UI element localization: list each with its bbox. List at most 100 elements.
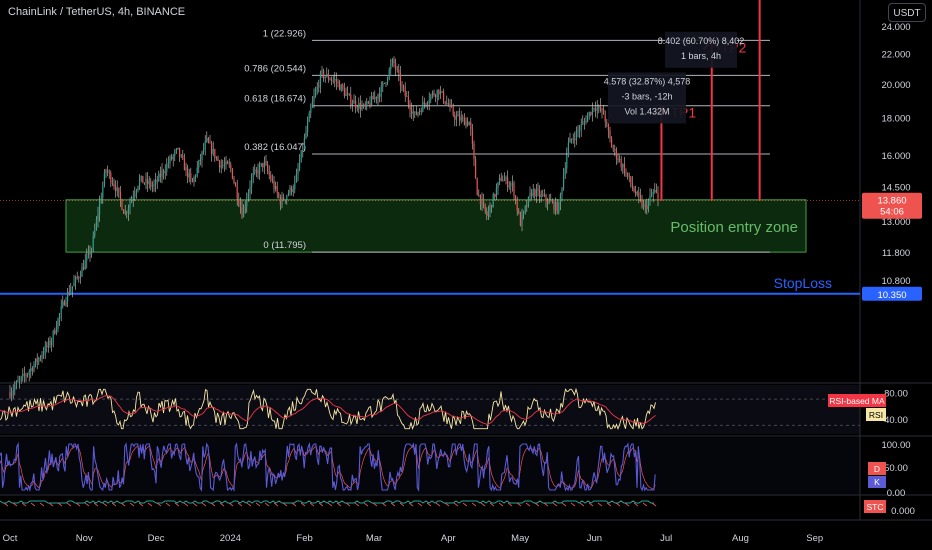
candle[interactable] — [356, 104, 358, 112]
candle[interactable] — [230, 161, 232, 173]
candle[interactable] — [156, 175, 158, 189]
candle[interactable] — [119, 186, 121, 208]
candle[interactable] — [355, 95, 357, 114]
candle[interactable] — [503, 172, 505, 182]
candle[interactable] — [327, 69, 329, 83]
candle[interactable] — [175, 148, 177, 154]
candle[interactable] — [430, 93, 432, 104]
candle[interactable] — [159, 166, 161, 183]
candle[interactable] — [543, 189, 545, 198]
candle[interactable] — [606, 118, 608, 128]
candle[interactable] — [203, 143, 205, 155]
candle[interactable] — [423, 97, 425, 109]
candle[interactable] — [25, 372, 27, 383]
candle[interactable] — [102, 181, 104, 204]
candle[interactable] — [319, 70, 321, 94]
candle[interactable] — [636, 190, 638, 197]
candle[interactable] — [12, 384, 14, 400]
candle[interactable] — [623, 156, 625, 177]
candle[interactable] — [51, 337, 53, 352]
candle[interactable] — [574, 131, 576, 148]
candle[interactable] — [478, 189, 480, 197]
candle[interactable] — [518, 208, 520, 215]
candle[interactable] — [558, 201, 560, 215]
candle[interactable] — [75, 275, 77, 290]
candle[interactable] — [30, 362, 32, 379]
candle[interactable] — [371, 91, 373, 107]
candle[interactable] — [383, 82, 385, 85]
candle[interactable] — [238, 192, 240, 208]
candle[interactable] — [452, 103, 454, 118]
candle[interactable] — [531, 189, 533, 200]
candle[interactable] — [527, 196, 529, 208]
candle[interactable] — [135, 188, 137, 199]
candle[interactable] — [199, 153, 201, 166]
candle[interactable] — [278, 191, 280, 199]
candle[interactable] — [521, 208, 523, 232]
candle[interactable] — [559, 192, 561, 211]
candle[interactable] — [249, 180, 251, 200]
candle[interactable] — [495, 183, 497, 201]
candle[interactable] — [63, 299, 65, 306]
candle[interactable] — [492, 192, 494, 208]
candle[interactable] — [289, 184, 291, 196]
stc-line[interactable] — [0, 500, 654, 504]
candle[interactable] — [526, 200, 528, 212]
candle[interactable] — [612, 144, 614, 153]
candle[interactable] — [431, 90, 433, 99]
candle[interactable] — [57, 317, 59, 333]
candle[interactable] — [140, 175, 142, 182]
candle[interactable] — [243, 204, 245, 218]
candle[interactable] — [622, 163, 624, 174]
candle[interactable] — [499, 174, 501, 186]
candle[interactable] — [46, 341, 48, 353]
candle[interactable] — [20, 375, 22, 384]
candle[interactable] — [351, 99, 353, 112]
candle[interactable] — [569, 132, 571, 143]
candle[interactable] — [275, 181, 277, 192]
candle[interactable] — [638, 187, 640, 204]
candle[interactable] — [377, 93, 379, 106]
candle[interactable] — [143, 182, 145, 186]
candle[interactable] — [279, 194, 281, 211]
candle[interactable] — [639, 188, 641, 203]
candle[interactable] — [615, 147, 617, 165]
candle[interactable] — [419, 108, 421, 116]
candle[interactable] — [646, 198, 648, 215]
candle[interactable] — [537, 182, 539, 197]
candle[interactable] — [86, 248, 88, 269]
candle[interactable] — [475, 155, 477, 179]
candle[interactable] — [324, 76, 326, 83]
candle[interactable] — [571, 138, 573, 144]
candle[interactable] — [534, 188, 536, 200]
candle[interactable] — [81, 263, 83, 277]
candle[interactable] — [326, 67, 328, 78]
candle[interactable] — [134, 186, 136, 201]
candle[interactable] — [179, 147, 181, 163]
candle[interactable] — [609, 126, 611, 143]
candle[interactable] — [129, 197, 131, 215]
candle[interactable] — [233, 176, 235, 185]
candle[interactable] — [457, 110, 459, 117]
candle[interactable] — [153, 179, 155, 192]
candle[interactable] — [567, 137, 569, 158]
candle[interactable] — [491, 204, 493, 213]
candle[interactable] — [505, 175, 507, 185]
candle[interactable] — [91, 247, 93, 258]
candle[interactable] — [539, 185, 541, 204]
candle[interactable] — [190, 167, 192, 185]
candle[interactable] — [103, 168, 105, 188]
candle[interactable] — [550, 193, 552, 202]
candle[interactable] — [460, 110, 462, 124]
candle[interactable] — [294, 175, 296, 194]
candle[interactable] — [614, 144, 616, 157]
candle[interactable] — [415, 106, 417, 116]
candle[interactable] — [654, 183, 656, 194]
candle[interactable] — [185, 162, 187, 177]
candle[interactable] — [17, 375, 19, 383]
candle[interactable] — [470, 117, 472, 136]
candle[interactable] — [486, 207, 488, 221]
candle[interactable] — [379, 87, 381, 103]
candle[interactable] — [414, 111, 416, 118]
candle[interactable] — [283, 193, 285, 201]
